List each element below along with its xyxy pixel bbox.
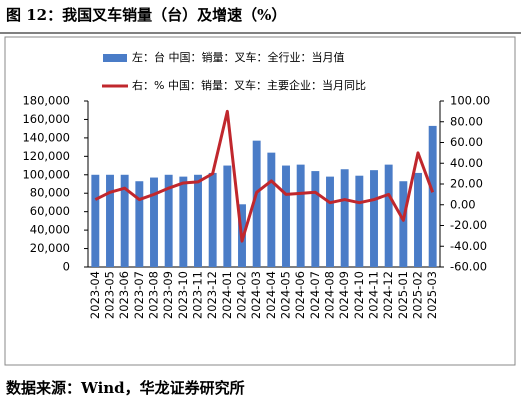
bar: [252, 140, 261, 267]
x-tick-label: 2024-06: [293, 271, 307, 319]
bar: [164, 174, 173, 267]
bar: [428, 125, 437, 268]
x-tick-label: 2024-08: [323, 271, 337, 319]
x-tick-label: 2023-06: [117, 271, 131, 319]
x-tick-label: 2025-02: [411, 271, 425, 319]
y-tick-label: 100,000: [22, 167, 70, 181]
y-tick-label: 160,000: [22, 112, 70, 126]
y2-tick-label: 20.00: [450, 177, 483, 191]
y-tick-label: 0: [63, 260, 70, 274]
y2-tick-label: 60.00: [450, 135, 483, 149]
bar: [399, 181, 408, 267]
bar: [282, 165, 290, 267]
y2-tick-label: 100.00: [450, 94, 490, 108]
line-series: [94, 109, 435, 243]
bar: [106, 174, 114, 267]
x-tick-label: 2024-10: [352, 271, 366, 319]
y2-tick-label: -40.00: [450, 239, 487, 253]
y-tick-label: 60,000: [30, 204, 70, 218]
legend-label: 左：台 中国：销量：叉车：全行业：当月值: [132, 50, 345, 64]
chart-title: 图 12：我国叉车销量（台）及增速（%）: [6, 6, 286, 24]
x-tick-label: 2023-10: [176, 271, 190, 319]
legend-swatch: [103, 54, 127, 62]
y-tick-label: 20,000: [30, 241, 70, 255]
x-tick-label: 2023-05: [103, 271, 117, 319]
x-tick-label: 2023-11: [191, 271, 205, 319]
x-tick-label: 2023-12: [205, 271, 219, 319]
y-tick-label: 40,000: [30, 223, 70, 237]
y-tick-label: 140,000: [22, 130, 70, 144]
x-tick-label: 2023-07: [132, 271, 146, 319]
bar: [296, 164, 305, 267]
source-note: 数据来源：Wind，华龙证券研究所: [6, 379, 245, 397]
x-tick-label: 2024-02: [235, 271, 249, 319]
x-tick-label: 2024-03: [249, 271, 263, 319]
bar: [355, 175, 364, 267]
y2-tick-label: 40.00: [450, 156, 483, 170]
x-tick-label: 2024-11: [367, 271, 381, 319]
y-tick-label: 180,000: [22, 94, 70, 108]
chart-frame: [4, 36, 516, 366]
bar: [150, 177, 158, 267]
y-tick-label: 120,000: [22, 149, 70, 163]
x-tick-label: 2023-08: [147, 271, 161, 319]
bar: [384, 164, 393, 267]
legend-label: 右：% 中国：销量：叉车：主要企业：当月同比: [132, 78, 366, 92]
bar: [311, 171, 320, 267]
y2-tick-label: 80.00: [450, 114, 483, 128]
bar: [370, 170, 378, 267]
y2-tick-label: -60.00: [450, 260, 487, 274]
x-tick-label: 2024-07: [308, 271, 322, 319]
bar: [223, 165, 232, 267]
x-tick-label: 2024-01: [220, 271, 234, 319]
bar: [194, 174, 202, 267]
y2-tick-label: 0.00: [450, 197, 476, 211]
x-tick-label: 2023-04: [88, 271, 102, 319]
y2-tick-label: -20.00: [450, 218, 487, 232]
bar: [120, 174, 129, 267]
bar: [326, 176, 334, 267]
x-tick-label: 2023-09: [161, 271, 175, 319]
bar: [135, 181, 144, 267]
bar: [267, 152, 276, 267]
x-tick-label: 2024-12: [381, 271, 395, 319]
x-tick-label: 2024-05: [279, 271, 293, 319]
x-tick-label: 2025-01: [396, 271, 410, 319]
y-tick-label: 80,000: [30, 186, 70, 200]
x-tick-label: 2024-09: [337, 271, 351, 319]
bar: [340, 169, 349, 267]
bar: [414, 172, 422, 267]
bar: [208, 172, 217, 267]
bar: [91, 174, 100, 267]
bar: [179, 176, 188, 267]
x-tick-label: 2024-04: [264, 271, 278, 319]
x-tick-label: 2025-03: [425, 271, 439, 319]
